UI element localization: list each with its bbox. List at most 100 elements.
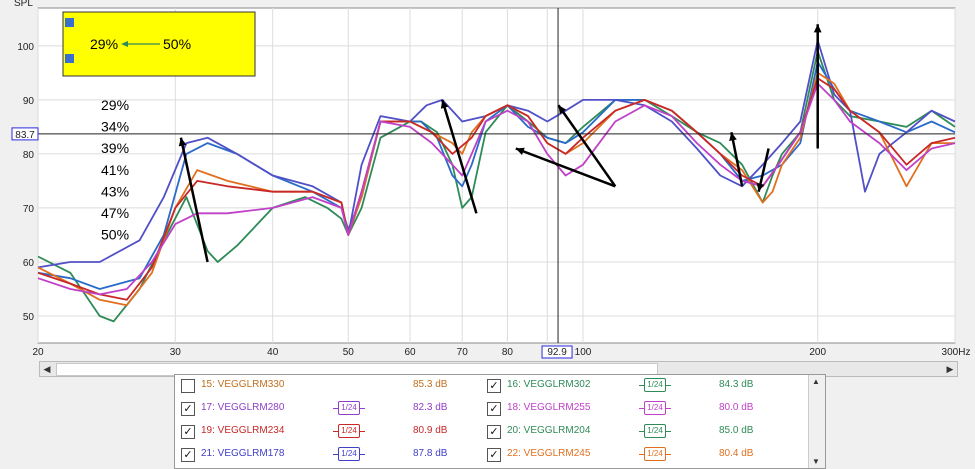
x-axis-ticks: 20 30 40 50 60 70 80 100 200 300Hz xyxy=(32,347,970,358)
smoothing-label: 1/24 xyxy=(644,424,666,438)
x-tick-label: 100 xyxy=(575,347,592,358)
annotation-arrow xyxy=(441,99,478,214)
cursor-y-badge xyxy=(11,127,39,141)
cursor-y-label: 83.7 xyxy=(15,130,35,141)
percent-label: 34% xyxy=(101,119,129,135)
legend-value: 85.3 dB xyxy=(413,379,448,390)
legend-name[interactable]: 16: VEGGLRM302 xyxy=(507,379,591,390)
series-line xyxy=(37,82,956,296)
annotation-arrow xyxy=(557,104,617,188)
x-tick-label: 70 xyxy=(457,347,469,358)
box-left-label: 29% xyxy=(90,36,118,52)
scroll-left-icon[interactable]: ◀ xyxy=(43,364,51,374)
legend-value: 84.3 dB xyxy=(719,379,754,390)
series-line xyxy=(37,77,956,301)
smoothing-label: 1/24 xyxy=(644,378,666,392)
percent-label: 39% xyxy=(101,140,129,156)
arrowhead-icon xyxy=(558,105,567,115)
smoothing-badge[interactable]: 1/24 xyxy=(639,447,671,461)
x-tick-label: 60 xyxy=(404,347,416,358)
legend-value: 80.4 dB xyxy=(719,448,754,459)
legend-scrollbar[interactable]: ▲ ▼ xyxy=(808,375,825,468)
arrowhead-icon xyxy=(515,147,525,156)
x-tick-label: 40 xyxy=(267,347,279,358)
handle-icon xyxy=(65,54,74,63)
annotation-box: 29% 50% xyxy=(62,11,256,77)
x-tick-label: 20 xyxy=(32,347,44,358)
percent-label: 50% xyxy=(101,227,129,243)
percent-label: 47% xyxy=(101,205,129,221)
scroll-up-icon[interactable]: ▲ xyxy=(812,377,820,386)
smoothing-badge[interactable]: 1/24 xyxy=(333,447,365,461)
box-right-label: 50% xyxy=(163,36,191,52)
legend-name[interactable]: 20: VEGGLRM204 xyxy=(507,425,591,436)
legend-name[interactable]: 17: VEGGLRM280 xyxy=(201,402,285,413)
legend-checkbox[interactable]: ✓ xyxy=(487,448,501,462)
y-tick-label: 100 xyxy=(17,42,34,53)
arrowhead-icon xyxy=(756,182,765,192)
y-tick-label: 70 xyxy=(23,204,35,215)
y-tick-label: 50 xyxy=(23,312,35,323)
percent-label: 29% xyxy=(101,97,129,113)
arrowhead-icon xyxy=(813,24,822,33)
smoothing-label: 1/24 xyxy=(338,401,360,415)
x-unit-label: 300Hz xyxy=(942,347,971,358)
smoothing-badge[interactable]: 1/24 xyxy=(639,401,671,415)
smoothing-badge[interactable]: 1/24 xyxy=(639,378,671,392)
legend-name[interactable]: 21: VEGGLRM178 xyxy=(201,448,285,459)
legend-value: 85.0 dB xyxy=(719,425,754,436)
cursor-x-badge xyxy=(541,345,573,359)
legend-value: 87.8 dB xyxy=(413,448,448,459)
legend-checkbox[interactable]: ✓ xyxy=(487,425,501,439)
cursor-x-label: 92.9 xyxy=(547,347,567,358)
legend-checkbox[interactable]: ✓ xyxy=(181,425,195,439)
smoothing-label: 1/24 xyxy=(644,447,666,461)
arrowhead-icon xyxy=(440,99,449,109)
smoothing-badge[interactable]: 1/24 xyxy=(333,401,365,415)
legend-row: ✓ 21: VEGGLRM178 1/24 87.8 dB ✓ 22: VEGGLRM24… xyxy=(175,444,805,467)
annotation-arrow xyxy=(730,132,744,187)
legend-checkbox[interactable]: ✓ xyxy=(181,402,195,416)
percent-label: 43% xyxy=(101,183,129,199)
legend-checkbox[interactable] xyxy=(181,379,195,393)
y-tick-label: 90 xyxy=(23,96,35,107)
series-line xyxy=(37,50,956,323)
box-arrowhead-icon xyxy=(121,41,128,47)
measurement-legend: 15: VEGGLRM330 85.3 dB ✓ 16: VEGGLRM302 1/24… xyxy=(174,374,826,469)
smoothing-label: 1/24 xyxy=(338,424,360,438)
smoothing-badge[interactable]: 1/24 xyxy=(639,424,671,438)
legend-value: 80.9 dB xyxy=(413,425,448,436)
smoothing-badge[interactable]: 1/24 xyxy=(333,424,365,438)
legend-name[interactable]: 15: VEGGLRM330 xyxy=(201,379,285,390)
legend-checkbox[interactable]: ✓ xyxy=(181,448,195,462)
y-axis-label: SPL xyxy=(14,0,33,9)
legend-name[interactable]: 22: VEGGLRM245 xyxy=(507,448,591,459)
legend-row: 15: VEGGLRM330 85.3 dB ✓ 16: VEGGLRM302 1/24… xyxy=(175,375,805,398)
legend-name[interactable]: 18: VEGGLRM255 xyxy=(507,402,591,413)
x-tick-label: 30 xyxy=(170,347,182,358)
legend-value: 82.3 dB xyxy=(413,402,448,413)
y-tick-label: 80 xyxy=(23,150,35,161)
x-tick-label: 80 xyxy=(502,347,514,358)
scroll-right-icon[interactable]: ▶ xyxy=(946,364,954,374)
series-line xyxy=(37,39,956,269)
x-tick-label: 50 xyxy=(343,347,355,358)
annotation-arrow xyxy=(515,147,616,188)
arrowhead-icon xyxy=(178,137,187,147)
smoothing-label: 1/24 xyxy=(338,447,360,461)
annotation-arrow xyxy=(179,137,209,263)
smoothing-label: 1/24 xyxy=(644,401,666,415)
percent-label: 41% xyxy=(101,162,129,178)
legend-checkbox[interactable]: ✓ xyxy=(487,402,501,416)
legend-value: 80.0 dB xyxy=(719,402,754,413)
legend-row: ✓ 17: VEGGLRM280 1/24 82.3 dB ✓ 18: VEGGLRM25… xyxy=(175,398,805,421)
percent-labels: 29% 34% 39% 41% 43% 47% 50% xyxy=(101,97,129,243)
series-lines xyxy=(37,39,956,323)
y-axis-ticks: 50 60 70 80 90 100 xyxy=(17,42,34,323)
legend-checkbox[interactable]: ✓ xyxy=(487,379,501,393)
annotation-arrows xyxy=(178,24,822,263)
legend-name[interactable]: 19: VEGGLRM234 xyxy=(201,425,285,436)
crosshair-cursor[interactable]: 92.9 83.7 xyxy=(11,8,955,359)
scroll-down-icon[interactable]: ▼ xyxy=(812,457,820,466)
arrowhead-icon xyxy=(729,132,737,141)
